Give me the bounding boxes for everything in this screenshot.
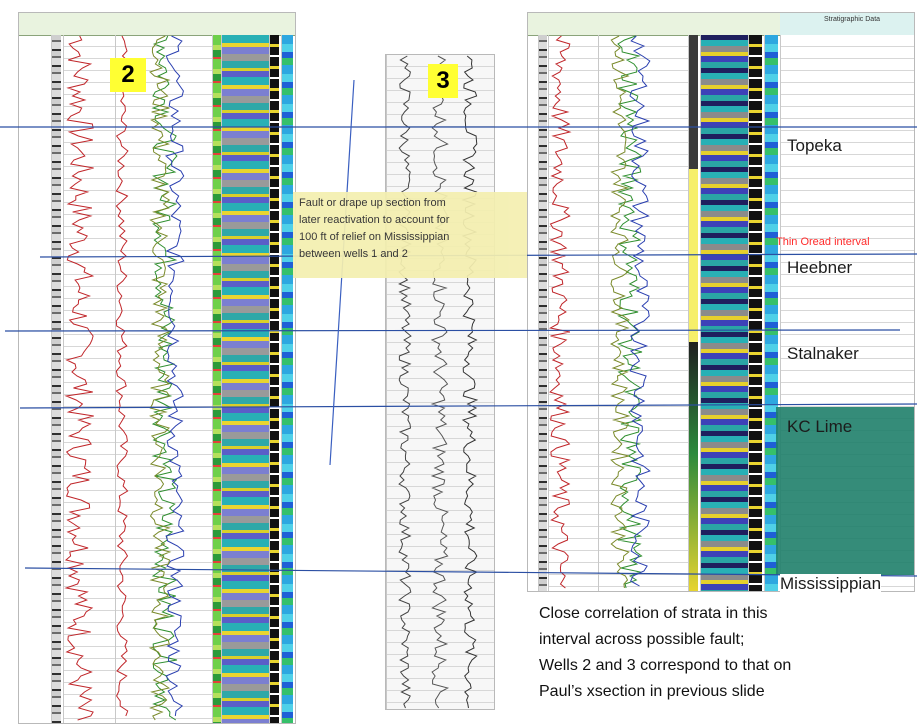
fault-note-line-1: Fault or drape up section from <box>299 197 446 209</box>
well-3-log-panel <box>385 54 495 710</box>
well-3-curve-a <box>398 55 413 709</box>
formation-label-stalnaker: Stalnaker <box>787 344 859 363</box>
well-2-resistivity-track <box>63 35 115 723</box>
well-2-pe-curve <box>148 35 172 721</box>
correlation-line-kc-lime <box>19 403 917 409</box>
kc-lime-band <box>776 407 914 575</box>
formation-label-mississippian: Mississippian <box>780 574 882 594</box>
well-2-porosity-track <box>115 35 215 723</box>
fault-note-line-4: between wells 1 and 2 <box>299 248 408 260</box>
well-2-resistivity-curve <box>115 35 129 717</box>
correlation-note-line-3: Wells 2 and 3 correspond to that on <box>539 657 792 674</box>
right-well-color-strip-right <box>764 35 778 591</box>
right-well-neutron-curve <box>617 35 643 589</box>
right-well-pe-curve <box>609 35 631 589</box>
fault-note-line-2: later reactivation to account for <box>299 214 450 226</box>
well-2-depth-track <box>51 35 61 723</box>
right-well-lithology-track <box>700 35 748 591</box>
correlation-note-line-2: interval across possible fault; <box>539 631 745 648</box>
right-well-density-curve <box>629 35 651 587</box>
well-3-curve-c <box>461 55 479 709</box>
fault-note: Fault or drape up section from later rea… <box>293 192 527 278</box>
well-2-label: 2 <box>110 58 146 92</box>
well-3-label: 3 <box>428 64 458 98</box>
correlation-note-line-4: Paul’s xsection in previous slide <box>539 683 765 700</box>
well-2-lithology-track <box>221 35 269 723</box>
correlation-note-line-1: Close correlation of strata in this <box>539 605 768 622</box>
well-2-density-curve <box>164 35 185 717</box>
fault-note-line-3: 100 ft of relief on Mississippian <box>299 231 450 243</box>
well-2-color-strip-right <box>281 35 293 723</box>
correlation-line-mississippian <box>24 567 917 577</box>
correlation-line-stalnaker <box>4 329 901 332</box>
correlation-note: Close correlation of strata in this inte… <box>539 601 909 705</box>
right-well-porosity-track <box>598 35 688 591</box>
well-3-curve-b <box>430 55 450 709</box>
well-2-black-strip <box>269 35 279 723</box>
well-2-gamma-curve <box>64 35 95 721</box>
right-well-black-strip <box>748 35 762 591</box>
right-well-color-strip <box>688 35 698 591</box>
thin-oread-label: Thin Oread interval <box>776 236 870 248</box>
well-2-color-strip-left <box>212 35 221 723</box>
right-well-depth-track <box>538 35 547 591</box>
formation-label-kc-lime: KC Lime <box>787 417 853 436</box>
strat-data-title: Stratigraphic Data <box>824 16 881 23</box>
right-well-gamma-curve <box>548 35 572 589</box>
right-well-resistivity-track <box>548 35 598 591</box>
well-2-log-panel <box>18 12 296 724</box>
right-well-log-panel: Stratigraphic Data <box>527 12 915 592</box>
well-3-log-grid <box>386 55 494 709</box>
formation-label-topeka: Topeka <box>787 136 842 155</box>
formation-label-heebner: Heebner <box>787 258 853 277</box>
well-2-neutron-curve <box>151 35 179 721</box>
